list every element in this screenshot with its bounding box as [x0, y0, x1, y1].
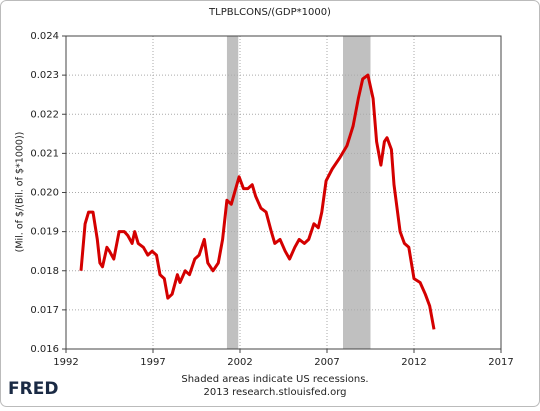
- series-line: [79, 73, 436, 330]
- y-tick-label: 0.023: [30, 70, 59, 81]
- y-tick-label: 0.019: [30, 227, 59, 238]
- footer-note: Shaded areas indicate US recessions.: [181, 374, 368, 385]
- y-tick-label: 0.022: [30, 109, 59, 120]
- y-tick-label: 0.024: [30, 31, 59, 42]
- logo: FRED: [8, 379, 58, 399]
- x-tick-label: 1997: [140, 357, 165, 368]
- y-tick-label: 0.018: [30, 266, 59, 277]
- y-tick-label: 0.017: [30, 305, 59, 316]
- x-tick-label: 2017: [488, 357, 513, 368]
- x-tick-label: 1992: [53, 357, 78, 368]
- footer-source: 2013 research.stlouisfed.org: [203, 387, 346, 398]
- chart-title: TLPBLCONS/(GDP*1000): [208, 7, 331, 18]
- recession-band: [226, 36, 239, 349]
- y-tick-label: 0.016: [30, 344, 59, 355]
- y-tick-label: 0.020: [30, 188, 59, 199]
- x-tick-label: 2012: [401, 357, 426, 368]
- x-tick-label: 2007: [314, 357, 339, 368]
- plot-border: [65, 35, 502, 350]
- y-axis-label: (Mil. of $/(Bil. of $*1000)): [15, 132, 26, 253]
- y-tick-label: 0.021: [30, 148, 59, 159]
- x-tick-label: 2002: [227, 357, 252, 368]
- recession-band: [343, 36, 371, 349]
